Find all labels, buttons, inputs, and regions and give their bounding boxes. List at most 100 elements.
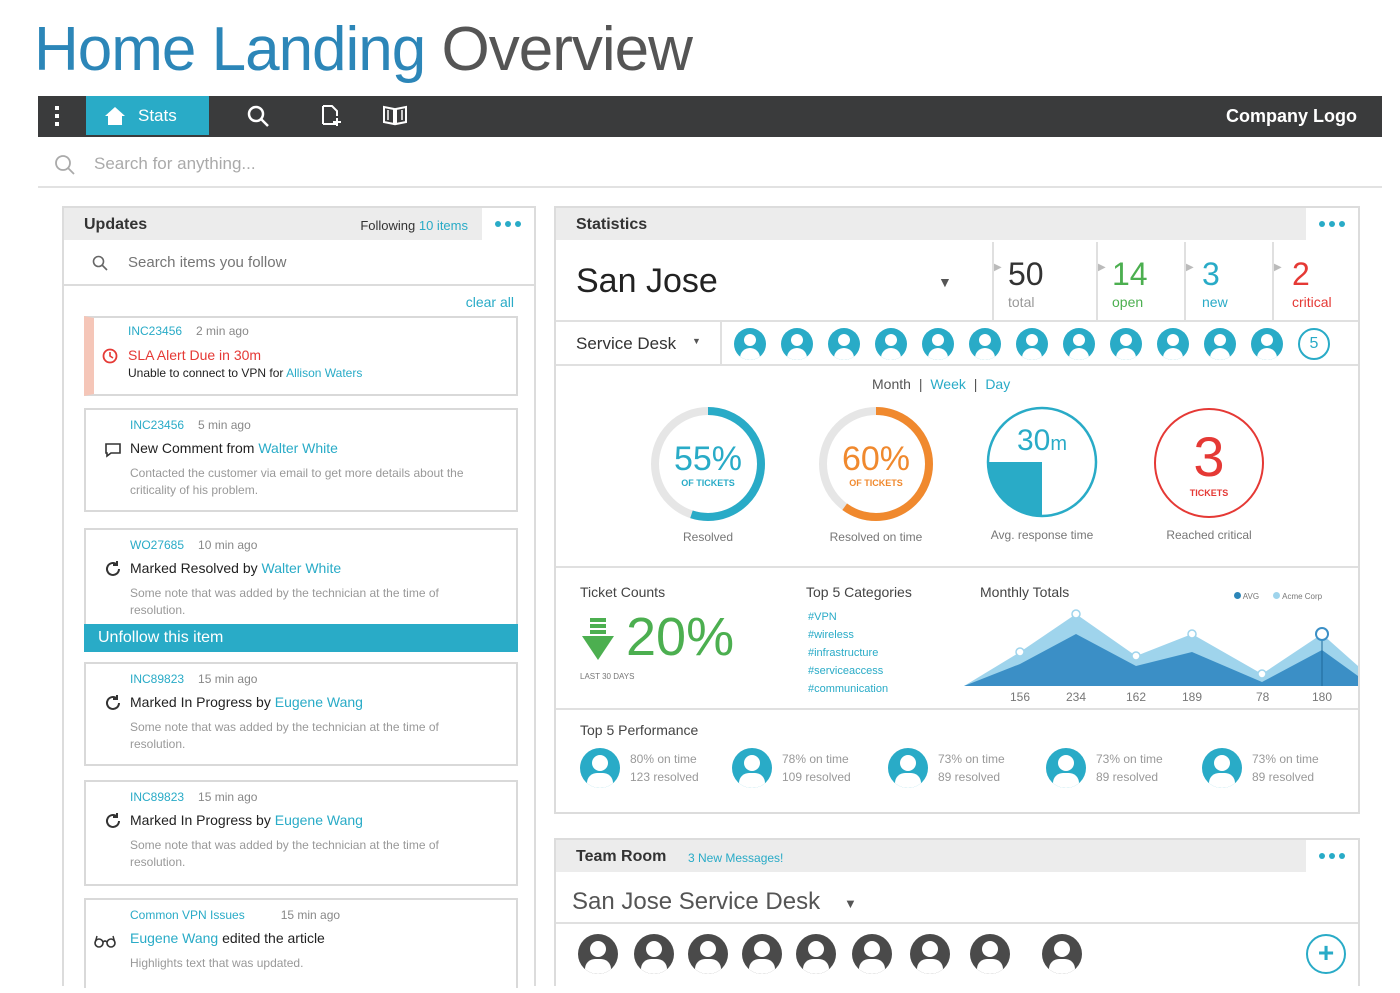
more-options-icon[interactable] [482,208,534,240]
book-icon[interactable] [382,104,408,126]
team-member-avatar[interactable] [578,934,618,974]
team-member-avatar[interactable] [910,934,950,974]
category-tag[interactable]: #serviceaccess [808,665,884,677]
agent-avatar[interactable] [828,328,860,360]
new-messages-link[interactable]: 3 New Messages! [688,851,784,865]
period-day[interactable]: Day [985,376,1011,392]
user-link[interactable]: Allison Waters [286,366,363,380]
down-arrow-icon [582,618,614,660]
user-link[interactable]: Walter White [261,560,342,576]
follow-search-input[interactable] [128,254,458,271]
category-tag[interactable]: #wireless [808,629,854,641]
team-member-avatar[interactable] [742,934,782,974]
performance-title: Top 5 Performance [580,722,699,738]
comment-icon [105,443,121,458]
team-member-avatar[interactable] [852,934,892,974]
team-member-avatar[interactable] [1042,934,1082,974]
performer-avatar[interactable] [580,748,620,788]
agent-avatar[interactable] [922,328,954,360]
update-card[interactable]: INC89823 15 min ago Marked In Progress by… [84,662,518,766]
count-new: 3 [1202,256,1220,292]
team-desk-dropdown-icon[interactable]: ▼ [844,896,857,911]
refresh-icon [106,813,120,828]
search-icon[interactable] [246,104,270,128]
desk-dropdown-icon[interactable]: ▼ [692,336,701,346]
monthly-area-chart [964,609,1358,686]
category-tag[interactable]: #VPN [808,611,837,623]
clear-all-link[interactable]: clear all [465,294,514,310]
update-card[interactable]: INC23456 2 min ago SLA Alert Due in 30m U… [84,316,518,396]
new-document-icon[interactable] [320,104,342,128]
statistics-header: Statistics [556,208,1358,240]
update-card[interactable]: INC23456 5 min ago New Comment from Walte… [84,408,518,512]
more-options-icon[interactable] [1306,840,1358,872]
glasses-icon [94,935,116,948]
agent-avatar[interactable] [1204,328,1236,360]
period-week[interactable]: Week [930,376,966,392]
agent-avatar[interactable] [734,328,766,360]
agents-row: Service Desk ▼ 5 [556,322,1358,366]
home-icon [105,106,125,125]
updates-panel: Updates Following 10 items clear all INC… [62,206,536,988]
performer-avatar[interactable] [1202,748,1242,788]
performer-stats: 73% on time 89 resolved [1252,752,1319,784]
statistics-title: Statistics [576,216,648,233]
location-dropdown-icon[interactable]: ▼ [938,274,952,290]
agent-avatar[interactable] [1251,328,1283,360]
kebab-menu-icon[interactable] [50,106,64,128]
performer-stats: 73% on time 89 resolved [1096,752,1163,784]
location-row: San Jose ▼ ▶ 50 total ▶ 14 open ▶ 3 new … [556,242,1358,322]
performer-avatar[interactable] [1046,748,1086,788]
monthly-totals-title: Monthly Totals [980,584,1070,600]
agent-avatar[interactable] [1110,328,1142,360]
count-total: 50 [1008,256,1044,292]
category-tag[interactable]: #infrastructure [808,647,879,659]
updates-header: Updates Following 10 items [64,208,534,240]
update-card[interactable]: INC89823 15 min ago Marked In Progress by… [84,780,518,886]
unfollow-button[interactable]: Unfollow this item [84,624,518,652]
period-selector: Month | Week | Day [872,376,1011,392]
user-link[interactable]: Eugene Wang [274,694,363,710]
gauge-ring [651,407,765,521]
agent-avatar[interactable] [781,328,813,360]
gauge-resolved-on-time: 60% OF TICKETS [816,404,936,524]
gauge-resolved: 55% OF TICKETS [648,404,768,524]
team-room-panel: Team Room 3 New Messages! San Jose Servi… [554,838,1360,986]
agent-avatar[interactable] [1063,328,1095,360]
performer-stats: 78% on time 109 resolved [782,752,851,784]
add-member-button[interactable]: + [1306,934,1346,974]
performer-avatar[interactable] [888,748,928,788]
agent-avatar[interactable] [969,328,1001,360]
team-member-avatar[interactable] [796,934,836,974]
ticket-counts-title: Ticket Counts [580,584,666,600]
team-member-avatar[interactable] [634,934,674,974]
gauge-ring [1154,408,1264,518]
user-link[interactable]: Walter White [258,440,338,456]
refresh-icon [106,695,120,710]
company-logo: Company Logo [1226,106,1357,126]
update-card[interactable]: Common VPN Issues 15 min ago Eugene Wang … [84,898,518,988]
agent-avatar[interactable] [1157,328,1189,360]
agent-avatar[interactable] [1016,328,1048,360]
statistics-panel: Statistics San Jose ▼ ▶ 50 total ▶ 14 op… [554,206,1360,814]
user-link[interactable]: Eugene Wang [130,930,219,946]
global-search [38,148,1382,188]
more-options-icon[interactable] [1306,208,1358,240]
search-icon [92,255,108,271]
performer-stats: 73% on time 89 resolved [938,752,1005,784]
top-navbar: Stats Company Logo [38,96,1382,137]
team-member-avatar[interactable] [970,934,1010,974]
search-icon [55,155,75,175]
team-member-avatar[interactable] [688,934,728,974]
search-input[interactable] [94,154,694,174]
tab-stats[interactable]: Stats [86,96,209,135]
more-agents-badge[interactable]: 5 [1298,328,1330,360]
user-link[interactable]: Eugene Wang [274,812,363,828]
following-count-link[interactable]: 10 items [418,218,468,233]
period-month[interactable]: Month [872,376,911,392]
team-room-title: Team Room [576,848,667,865]
agent-avatar[interactable] [875,328,907,360]
performer-avatar[interactable] [732,748,772,788]
gauge-ring [986,406,1098,518]
category-tag[interactable]: #communication [808,683,889,695]
